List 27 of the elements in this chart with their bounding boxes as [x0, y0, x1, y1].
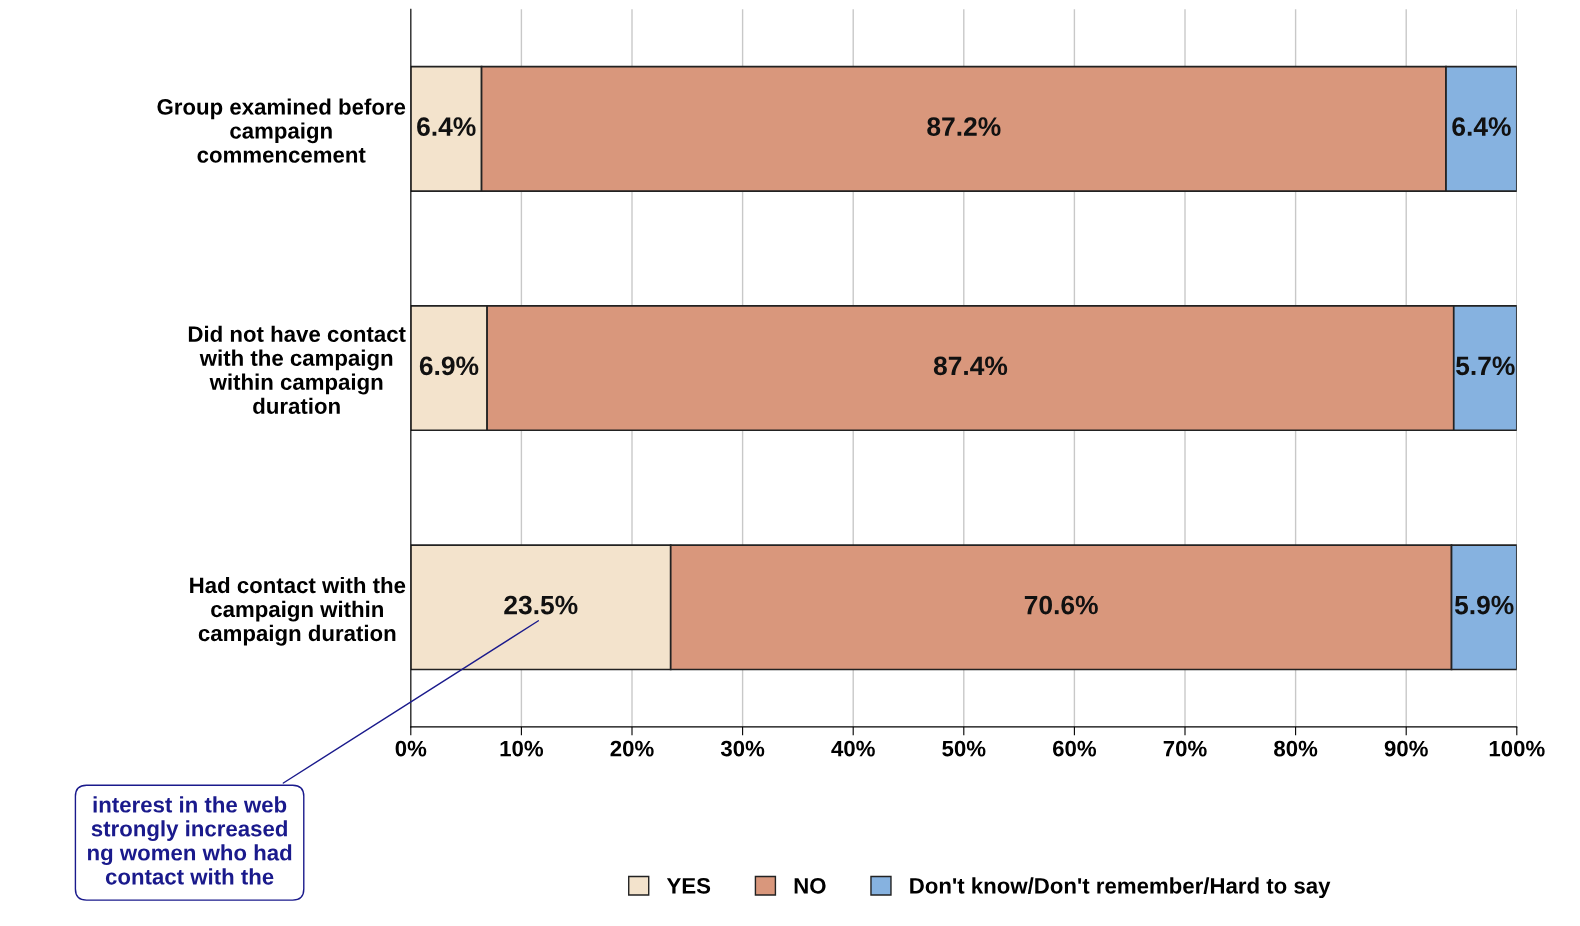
data-label: 70.6% — [1024, 595, 1098, 615]
data-label: 6.4% — [1452, 117, 1511, 136]
x-tick-label: 90% — [1384, 740, 1428, 757]
x-tick-label: 50% — [942, 740, 986, 757]
data-label: 87.2% — [927, 117, 1001, 136]
text: interest in the web strongly increased ng women who had contact with the — [87, 796, 292, 885]
data-label: 87.4% — [933, 356, 1008, 376]
x-tick-label: 40% — [831, 740, 875, 757]
x-tick-label: 70% — [1163, 740, 1207, 757]
x-tick-label: 30% — [720, 740, 765, 757]
x-tick-label: 0% — [395, 740, 427, 757]
legend-label: NO — [794, 877, 826, 894]
x-tick-label: 20% — [610, 740, 654, 757]
x-tick-label: 100% — [1489, 740, 1545, 757]
data-label: 23.5% — [504, 595, 578, 615]
y-tick-label: Group examined before campaign commencement — [157, 98, 406, 163]
data-label: 5.9% — [1454, 595, 1514, 615]
data-label: 5.7% — [1456, 356, 1515, 376]
y-tick-label: Did not have contact with the campaign within campaign duration — [188, 325, 406, 414]
y-tick-label: Had contact with the campaign within campaign duration — [190, 576, 406, 646]
x-tick-label: 10% — [500, 740, 544, 757]
x-tick-label: 60% — [1052, 740, 1097, 757]
x-tick-label: 80% — [1274, 740, 1318, 757]
legend-label: Don't know/Don't remember/Hard to say — [910, 877, 1331, 899]
legend-label: YES — [666, 877, 711, 894]
data-label: 6.9% — [419, 356, 479, 376]
data-label: 6.4% — [417, 117, 476, 136]
